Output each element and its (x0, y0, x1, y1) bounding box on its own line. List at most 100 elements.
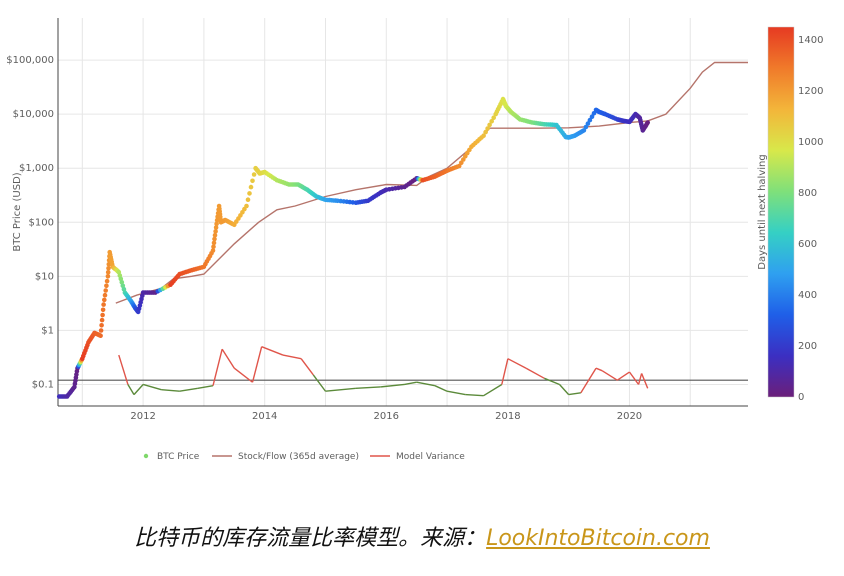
model-variance-segment (434, 385, 448, 392)
btc-price-point (98, 333, 103, 339)
model-variance-segment (404, 381, 417, 386)
source-link[interactable]: LookIntoBitcoin.com (486, 526, 710, 551)
model-variance-segment (127, 384, 135, 395)
btc-price-point (106, 266, 111, 271)
colorbar-tick-label: 0 (798, 392, 804, 403)
btc-price-point (211, 240, 217, 246)
colorbar-tick-label: 1000 (798, 137, 823, 148)
model-variance-segment (233, 367, 253, 383)
legend-stock-flow-label[interactable]: Stock/Flow (365d average) (238, 452, 359, 462)
x-axis-ticks: 2012 2014 2016 2018 2020 (130, 411, 642, 422)
model-variance-segment (118, 354, 129, 385)
stock-flow-line (115, 61, 748, 304)
model-variance-segment (212, 348, 223, 386)
btc-price-point (247, 191, 252, 196)
model-variance-segment (142, 383, 162, 391)
model-variance-segment (300, 358, 314, 376)
btc-price-point (104, 283, 109, 289)
model-variance-segment (197, 384, 214, 389)
btc-price-point (485, 126, 490, 131)
model-variance-segment (559, 384, 570, 396)
model-variance-segment (312, 374, 327, 392)
legend-model-variance-label[interactable]: Model Variance (396, 452, 465, 462)
colorbar-tick-label: 1400 (798, 35, 823, 46)
model-variance-segment (251, 346, 263, 383)
legend-btc-price-label[interactable]: BTC Price (157, 452, 200, 462)
model-variance-segment (261, 346, 284, 356)
btc-price-point (213, 225, 219, 230)
btc-price-point (210, 248, 216, 253)
btc-price-point (591, 111, 597, 116)
btc-price-point (98, 328, 104, 333)
btc-price-point (102, 297, 107, 303)
btc-price-point (585, 121, 591, 126)
x-tick-label: 2020 (617, 411, 642, 422)
btc-price-point (483, 129, 488, 135)
btc-price-point (101, 302, 106, 307)
model-variance-segment (616, 371, 630, 381)
model-variance-segment (465, 393, 484, 397)
model-variance-segment (568, 392, 581, 396)
btc-price-point (487, 122, 492, 128)
model-variance-segment (637, 373, 643, 385)
btc-price-point (105, 274, 111, 279)
model-variance-segment (179, 387, 198, 392)
grid-lines (57, 18, 748, 407)
btc-price-point (103, 288, 108, 293)
btc-price-point (211, 244, 216, 249)
btc-price-series (56, 96, 650, 399)
colorbar-ticks: 0 200 400 600 800 1000 1200 1400 (798, 35, 823, 403)
colorbar-tick-label: 600 (798, 239, 817, 250)
caption-text: 比特币的库存流量比率模型。来源： (134, 526, 487, 551)
y-tick-label: $1 (41, 325, 54, 336)
btc-price-point (489, 119, 495, 124)
model-variance-segment (221, 348, 235, 369)
btc-price-point (212, 232, 218, 238)
y-tick-label: $100 (29, 217, 54, 228)
btc-price-point (248, 184, 254, 190)
colorbar-tick-label: 400 (798, 290, 817, 301)
legend: BTC Price Stock/Flow (365d average) Mode… (143, 452, 465, 462)
btc-price-point (250, 178, 255, 184)
btc-price-point (100, 307, 106, 313)
y-tick-label: $10,000 (13, 109, 54, 120)
btc-price-point (99, 323, 104, 328)
x-tick-label: 2012 (130, 411, 155, 422)
btc-price-point (587, 117, 593, 123)
btc-price-point (581, 128, 587, 133)
model-variance-segment (640, 373, 649, 389)
btc-price-point (213, 229, 218, 234)
btc-price-point (645, 120, 650, 125)
model-variance-segment (525, 367, 545, 379)
model-variance-segment (325, 387, 356, 392)
y-tick-label: $10 (35, 271, 54, 282)
model-variance-segment (355, 386, 381, 389)
btc-price-point (459, 160, 464, 166)
model-variance-segment (628, 371, 640, 385)
model-variance-line (118, 346, 649, 397)
y-tick-label: $100,000 (6, 55, 54, 66)
x-tick-label: 2016 (374, 411, 399, 422)
model-variance-segment (544, 377, 560, 386)
model-variance-segment (501, 358, 509, 385)
model-variance-segment (595, 367, 603, 372)
btc-price-point (583, 124, 589, 130)
model-variance-segment (446, 390, 466, 396)
model-variance-segment (380, 383, 405, 388)
model-variance-segment (601, 370, 618, 381)
model-variance-segment (161, 389, 180, 392)
colorbar-tick-label: 200 (798, 341, 817, 352)
colorbar-tick-label: 1200 (798, 86, 823, 97)
model-variance-segment (483, 383, 503, 397)
btc-price-point (589, 114, 595, 119)
btc-price-point (244, 203, 249, 209)
btc-price-point (212, 236, 217, 242)
colorbar-tick-label: 800 (798, 188, 817, 199)
y-tick-label: $0.1 (32, 379, 54, 390)
y-axis-title: BTC Price (USD) (12, 172, 23, 251)
model-variance-segment (133, 384, 144, 396)
btc-price-point (214, 218, 220, 223)
figure-caption: 比特币的库存流量比率模型。来源：LookIntoBitcoin.com (0, 520, 844, 552)
btc-price-point (214, 221, 219, 227)
model-variance-segment (507, 358, 527, 369)
